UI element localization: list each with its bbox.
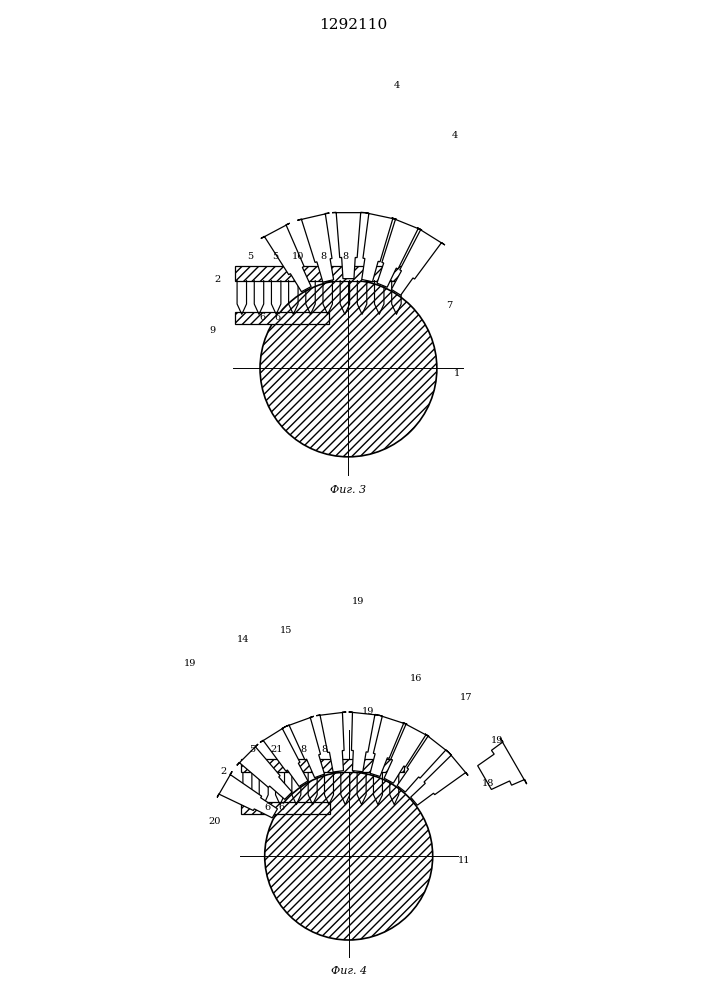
Text: 4: 4 xyxy=(452,131,457,140)
Text: 1292110: 1292110 xyxy=(320,18,387,32)
Polygon shape xyxy=(286,716,325,778)
Polygon shape xyxy=(237,744,292,799)
Polygon shape xyxy=(261,223,311,292)
Polygon shape xyxy=(397,734,449,792)
Polygon shape xyxy=(411,752,468,805)
Text: 7: 7 xyxy=(446,301,452,310)
Bar xyxy=(240,802,330,814)
Text: 6: 6 xyxy=(274,313,281,322)
Text: 19: 19 xyxy=(362,708,374,716)
Text: 1: 1 xyxy=(454,369,460,378)
Text: 6: 6 xyxy=(264,804,270,812)
Polygon shape xyxy=(392,228,445,295)
Text: 9: 9 xyxy=(209,326,215,335)
Text: 2: 2 xyxy=(221,768,227,776)
Polygon shape xyxy=(377,218,422,287)
Polygon shape xyxy=(384,722,429,783)
Text: 17: 17 xyxy=(460,693,472,702)
Polygon shape xyxy=(362,213,397,282)
Text: 14: 14 xyxy=(237,636,250,645)
Text: 18: 18 xyxy=(481,780,494,788)
Polygon shape xyxy=(217,771,277,818)
Text: Фиг. 4: Фиг. 4 xyxy=(331,966,367,976)
Text: 4: 4 xyxy=(393,81,399,90)
Text: 10: 10 xyxy=(292,252,304,261)
Polygon shape xyxy=(298,213,334,282)
Bar xyxy=(240,759,404,772)
Text: 5: 5 xyxy=(250,745,256,754)
Text: 16: 16 xyxy=(410,674,422,683)
Text: 19: 19 xyxy=(491,736,503,745)
Circle shape xyxy=(264,772,433,940)
Polygon shape xyxy=(370,715,407,777)
Text: 8: 8 xyxy=(322,745,328,754)
Text: 15: 15 xyxy=(280,626,293,635)
Text: 20: 20 xyxy=(208,817,221,826)
Text: 8: 8 xyxy=(320,252,326,261)
Text: 21: 21 xyxy=(271,745,283,754)
Polygon shape xyxy=(478,738,527,789)
Bar xyxy=(235,312,329,324)
Text: 19: 19 xyxy=(184,660,197,668)
Text: 11: 11 xyxy=(457,856,470,865)
Text: Фиг. 3: Фиг. 3 xyxy=(330,485,366,495)
Text: 5: 5 xyxy=(247,252,253,261)
Polygon shape xyxy=(332,212,365,279)
Text: 2: 2 xyxy=(214,275,220,284)
Bar xyxy=(235,266,407,281)
Circle shape xyxy=(260,280,437,457)
Polygon shape xyxy=(260,727,308,786)
Polygon shape xyxy=(316,712,346,772)
Text: 6: 6 xyxy=(259,313,266,322)
Text: 8: 8 xyxy=(343,252,349,261)
Text: 6: 6 xyxy=(279,804,284,812)
Polygon shape xyxy=(349,712,379,772)
Text: 5: 5 xyxy=(272,252,279,261)
Text: 19: 19 xyxy=(352,597,365,606)
Text: 8: 8 xyxy=(300,745,306,754)
